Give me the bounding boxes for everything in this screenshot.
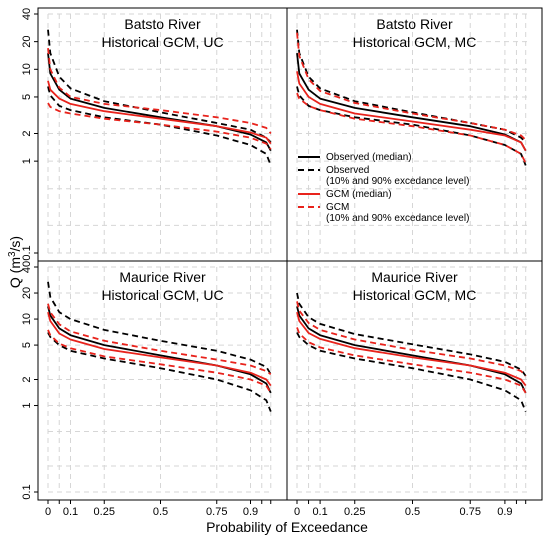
series-line <box>296 306 527 394</box>
series-line <box>47 311 272 387</box>
legend-label: GCM (median) <box>326 189 392 200</box>
panel-maurice-uc: 0.1 1 2 5 10 20 40 0 0.1 0.25 0.5 0.75 0.9 Maurice Ri… <box>21 260 288 518</box>
x-tick-label: 0.9 <box>497 506 512 518</box>
series-line <box>47 332 272 412</box>
x-tick-label: 0 <box>294 506 300 518</box>
series-line <box>47 80 272 145</box>
series-line <box>47 329 272 394</box>
panel-frame <box>286 260 543 501</box>
y-tick-label: 0.1 <box>21 484 33 499</box>
series-line <box>47 281 272 375</box>
series-line <box>296 327 527 394</box>
panel-subtitle: Historical GCM, UC <box>101 287 223 303</box>
legend: Observed (median)Observed(10% and 90% ex… <box>298 152 469 224</box>
y-axis-label-main: Q (m <box>7 257 23 288</box>
panel-subtitle: Historical GCM, UC <box>101 34 223 50</box>
series-line <box>296 332 527 412</box>
legend-label: GCM <box>326 202 349 213</box>
y-tick-label: 5 <box>21 94 33 100</box>
series-line <box>296 29 527 144</box>
x-tick-label: 0.1 <box>63 506 78 518</box>
panel-title: Maurice River <box>371 269 458 285</box>
x-tick-label: 0 <box>45 506 51 518</box>
y-axis-label-tail: /s) <box>7 236 23 252</box>
y-tick-label: 0.1 <box>21 245 33 260</box>
panel-title: Maurice River <box>119 269 206 285</box>
y-tick-label: 5 <box>21 342 33 348</box>
y-tick-label: 10 <box>21 313 33 325</box>
series-line <box>47 306 272 394</box>
series-line <box>296 301 527 377</box>
x-tick-label: 0.75 <box>460 506 481 518</box>
series-line <box>296 32 527 141</box>
y-tick-label: 2 <box>21 130 33 136</box>
legend-label: Observed <box>326 165 369 176</box>
panel-title: Batsto River <box>376 16 453 32</box>
legend-label: Observed (median) <box>326 152 412 163</box>
series-line <box>296 311 527 387</box>
series-line <box>47 86 272 166</box>
y-tick-label: 2 <box>21 376 33 382</box>
series-line <box>296 52 527 152</box>
y-axis-label-superscript: 3 <box>7 251 18 257</box>
series-line <box>296 92 527 164</box>
y-tick-label: 10 <box>21 63 33 75</box>
series-line <box>296 71 527 152</box>
x-tick-label: 0.9 <box>243 506 258 518</box>
panel-subtitle: Historical GCM, MC <box>353 287 477 303</box>
y-axis-label: Q (m3/s) <box>7 236 23 288</box>
y-tick-label: 20 <box>21 36 33 48</box>
legend-label-detail: (10% and 90% excedance level) <box>326 176 469 187</box>
legend-label-detail: (10% and 90% excedance level) <box>326 213 469 224</box>
series-line <box>47 102 272 150</box>
series-line <box>47 52 272 152</box>
y-tick-label: 40 <box>21 8 33 20</box>
x-tick-label: 0.5 <box>153 506 168 518</box>
y-tick-label: 20 <box>21 287 33 299</box>
y-tick-label: 1 <box>21 402 33 408</box>
x-tick-label: 0.25 <box>344 506 365 518</box>
x-tick-label: 0.75 <box>206 506 227 518</box>
y-tick-label: 1 <box>21 158 33 164</box>
panel-batsto-mc: Batsto River Historical GCM, MC <box>286 7 543 262</box>
panel-batsto-uc: 0.1 1 2 5 10 20 40 Batsto River Historical GCM, … <box>21 7 288 262</box>
x-tick-label: 0.5 <box>405 506 420 518</box>
x-axis-label: Probability of Exceedance <box>206 519 368 535</box>
panel-maurice-mc: 0 0.1 0.25 0.5 0.75 0.9 Maurice River Historica… <box>286 260 543 518</box>
series-line <box>47 48 272 135</box>
panel-subtitle: Historical GCM, MC <box>353 34 477 50</box>
x-tick-label: 0.25 <box>94 506 115 518</box>
series-line <box>296 86 527 166</box>
panel-title: Batsto River <box>124 16 201 32</box>
x-tick-label: 0.1 <box>312 506 327 518</box>
series-line <box>47 303 272 376</box>
y-tick-label: 40 <box>21 261 33 273</box>
